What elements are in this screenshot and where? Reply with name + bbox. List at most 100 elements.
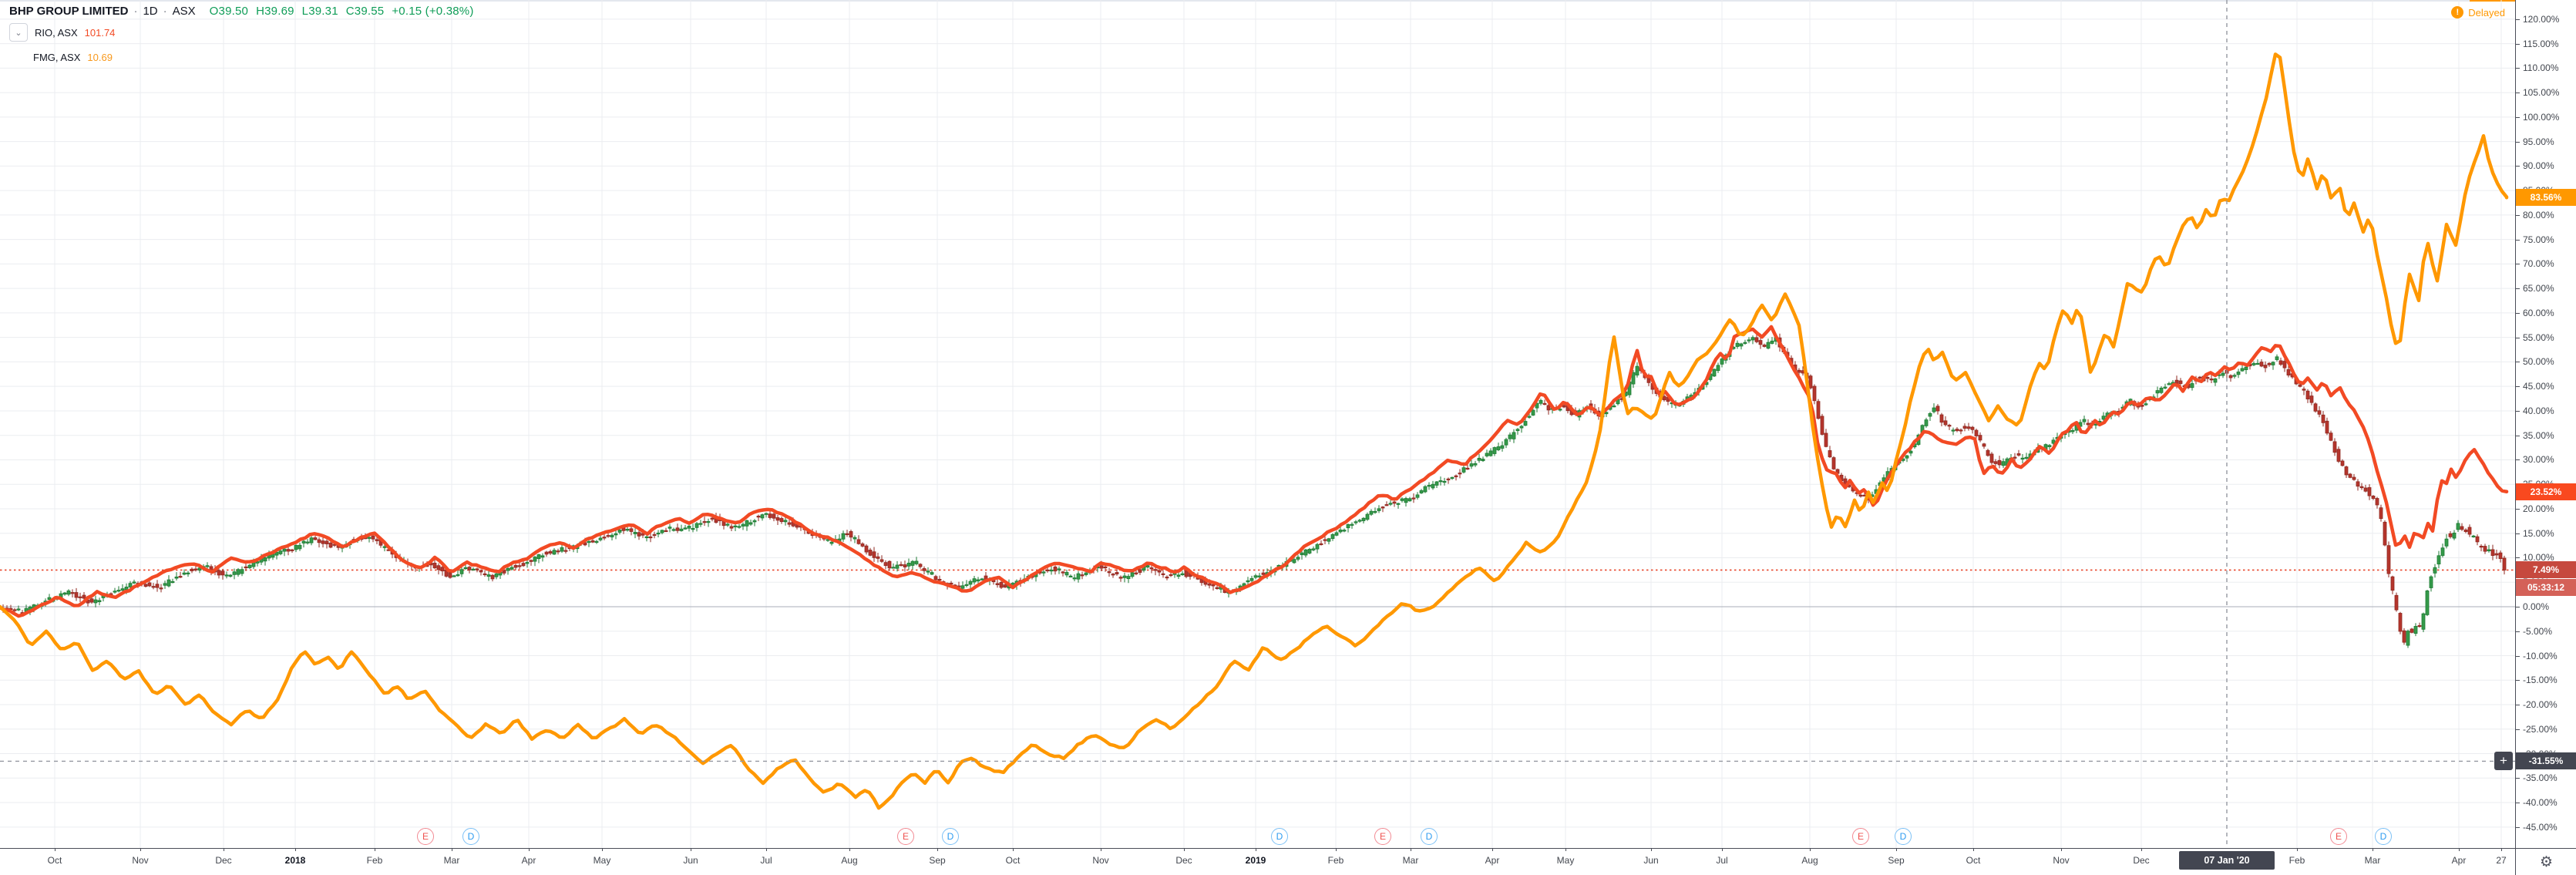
price-tick-label: 95.00% — [2523, 136, 2554, 147]
time-tick-label: Dec — [2133, 855, 2150, 866]
legend-row-fmg[interactable]: FMG, ASX 10.69 — [9, 47, 482, 67]
time-tick-mark — [295, 848, 296, 851]
legend-value-fmg: 10.69 — [87, 51, 113, 63]
high-value: H39.69 — [256, 5, 294, 18]
price-tick-label: 70.00% — [2523, 258, 2554, 270]
time-tick-label: Mar — [443, 855, 460, 866]
time-tick-mark — [2297, 848, 2298, 851]
time-tick-label: May — [593, 855, 611, 866]
interval-label[interactable]: 1D — [143, 5, 158, 18]
price-tick-label: -15.00% — [2523, 675, 2558, 686]
separator: · — [163, 5, 167, 18]
time-tick-label: Dec — [1175, 855, 1192, 866]
price-tick-mark — [2516, 557, 2520, 559]
price-tick-mark — [2516, 68, 2520, 69]
time-tick-label: Jul — [1716, 855, 1728, 866]
time-tick-label: Apr — [521, 855, 536, 866]
time-tick-mark — [1184, 848, 1185, 851]
time-tick-label: Apr — [2451, 855, 2467, 866]
time-tick-label: Dec — [215, 855, 232, 866]
dividend-badge[interactable]: D — [1895, 828, 1912, 845]
price-tick-label: 50.00% — [2523, 356, 2554, 368]
price-tick-mark — [2516, 508, 2520, 510]
fmg-price-label: 83.56% — [2516, 189, 2576, 207]
time-tick-mark — [2501, 848, 2502, 851]
price-tick-mark — [2516, 166, 2520, 167]
earnings-badge[interactable]: E — [2330, 828, 2347, 845]
dividend-badge[interactable]: D — [1421, 828, 1438, 845]
crosshair-plus-button[interactable]: + — [2494, 752, 2513, 771]
earnings-badge[interactable]: E — [1852, 828, 1869, 845]
price-tick-label: 75.00% — [2523, 234, 2554, 245]
legend-value-rio: 101.74 — [84, 26, 116, 39]
bhp-price-label: 7.49% — [2516, 561, 2576, 579]
legend-row-rio[interactable]: ⌄ RIO, ASX 101.74 — [9, 22, 482, 42]
earnings-badge[interactable]: E — [897, 828, 914, 845]
axis-settings-corner[interactable]: ⚙ — [2515, 848, 2576, 875]
price-tick-label: -20.00% — [2523, 699, 2558, 711]
price-tick-mark — [2516, 729, 2520, 730]
time-tick-label: Jun — [683, 855, 698, 866]
time-tick-label: Nov — [132, 855, 149, 866]
price-tick-mark — [2516, 288, 2520, 290]
bhp-candles[interactable] — [1, 333, 2507, 648]
price-tick-label: 40.00% — [2523, 405, 2554, 416]
gridlines — [0, 0, 2515, 848]
price-tick-label: 115.00% — [2523, 38, 2559, 49]
price-tick-mark — [2516, 533, 2520, 534]
legend-symbol-fmg[interactable]: FMG, ASX — [33, 51, 81, 63]
time-tick-mark — [2061, 848, 2062, 851]
delayed-data-badge[interactable]: ! Delayed — [2451, 6, 2505, 19]
price-tick-mark — [2516, 778, 2520, 779]
time-tick-label: Apr — [1485, 855, 1500, 866]
rio-compare-line[interactable] — [0, 325, 2509, 618]
earnings-badge[interactable]: E — [417, 828, 434, 845]
time-tick-label: Nov — [1092, 855, 1109, 866]
exchange-label[interactable]: ASX — [172, 5, 196, 18]
dividend-badge[interactable]: D — [462, 828, 479, 845]
time-tick-label: Oct — [47, 855, 62, 866]
time-tick-label: Mar — [2364, 855, 2381, 866]
chevron-down-icon[interactable]: ⌄ — [9, 23, 28, 42]
time-tick-mark — [1973, 848, 1974, 851]
dividend-badge[interactable]: D — [942, 828, 959, 845]
dividend-badge[interactable]: D — [1271, 828, 1288, 845]
time-axis[interactable]: Oct Nov Dec 2018 Feb Mar Apr May Jun Jul Aug Sep Oct… — [0, 848, 2515, 875]
fmg-compare-line[interactable] — [0, 52, 2509, 810]
price-tick-label: 55.00% — [2523, 331, 2554, 343]
price-tick-mark — [2516, 312, 2520, 314]
time-tick-mark — [529, 848, 530, 851]
earnings-badge[interactable]: E — [1374, 828, 1391, 845]
price-tick-mark — [2516, 214, 2520, 216]
time-tick-mark — [2459, 848, 2460, 851]
time-tick-label: Feb — [366, 855, 383, 866]
delayed-label: Delayed — [2468, 6, 2505, 19]
time-tick-mark — [937, 848, 938, 851]
dividend-badge[interactable]: D — [2375, 828, 2392, 845]
symbol-title-row[interactable]: BHP GROUP LIMITED · 1D · ASX O39.50 H39.69 L39.… — [9, 5, 482, 18]
bar-countdown-label: 05:33:12 — [2516, 579, 2576, 597]
price-tick-label: -25.00% — [2523, 723, 2558, 735]
price-tick-label: -40.00% — [2523, 797, 2558, 809]
chart-canvas[interactable] — [0, 0, 2515, 848]
time-tick-label: 2018 — [284, 855, 306, 866]
time-tick-label: Mar — [1402, 855, 1419, 866]
price-tick-label: -10.00% — [2523, 650, 2558, 661]
time-tick-mark — [1810, 848, 1811, 851]
legend-symbol-rio[interactable]: RIO, ASX — [35, 26, 78, 39]
change-value: +0.15 (+0.38%) — [392, 5, 474, 18]
price-tick-label: 45.00% — [2523, 381, 2554, 392]
price-tick-label: 110.00% — [2523, 62, 2559, 74]
price-axis[interactable]: 120.00% 115.00% 110.00% 105.00% 100.00% 95.00… — [2515, 0, 2576, 848]
price-tick-mark — [2516, 459, 2520, 461]
time-tick-label: Nov — [2053, 855, 2070, 866]
time-tick-label: Aug — [1801, 855, 1818, 866]
ohlc-values: O39.50 H39.69 L39.31 C39.55 +0.15 (+0.38%) — [210, 5, 482, 18]
price-tick-mark — [2516, 116, 2520, 118]
price-tick-mark — [2516, 631, 2520, 632]
separator: · — [133, 5, 138, 18]
time-tick-label: 2019 — [1245, 855, 1266, 866]
symbol-name[interactable]: BHP GROUP LIMITED — [9, 5, 129, 18]
time-tick-mark — [849, 848, 850, 851]
price-tick-label: 15.00% — [2523, 527, 2554, 539]
